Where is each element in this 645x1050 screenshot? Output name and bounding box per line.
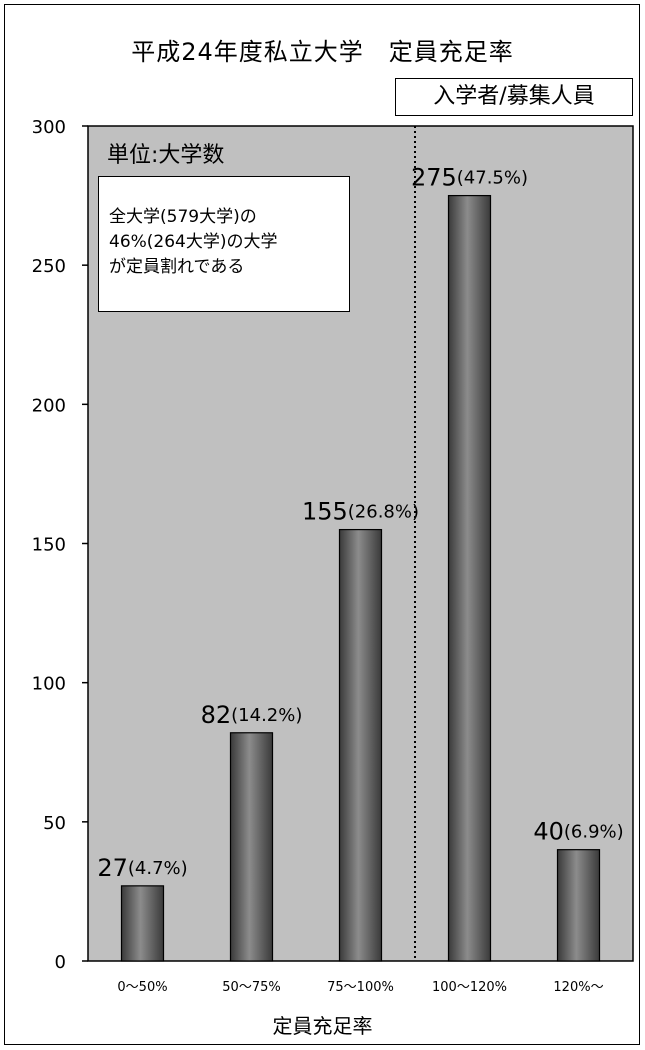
x-tick-label-3: 75～100% <box>327 980 394 995</box>
bar-5 <box>556 849 601 962</box>
note-line-1: 全大学(579大学)の <box>109 207 257 227</box>
x-tick-label-5: 120%～ <box>553 980 603 995</box>
y-tick-label: 200 <box>32 395 66 416</box>
chart-title: 平成24年度私立大学 定員充足率 <box>131 38 514 66</box>
bar-3 <box>338 528 383 962</box>
data-label-3: 155(26.8%) <box>302 498 419 526</box>
x-tick-label-2: 50～75% <box>222 980 280 995</box>
y-tick-label: 100 <box>32 674 66 695</box>
y-tick-label: 300 <box>32 117 66 138</box>
note-line-2: 46%(264大学)の大学 <box>109 232 278 252</box>
data-label-2: 82(14.2%) <box>201 701 303 729</box>
x-tick-label-4: 100～120% <box>432 980 507 995</box>
y-tick-label: 0 <box>55 952 66 973</box>
data-label-5: 40(6.9%) <box>533 818 623 846</box>
y-tick-label: 50 <box>43 813 66 834</box>
bar-2 <box>229 732 274 962</box>
bar-4 <box>447 194 492 962</box>
unit-label: 単位:大学数 <box>107 143 225 168</box>
data-label-1: 27(4.7%) <box>97 854 187 882</box>
ratio-definition-box: 入学者/募集人員 <box>395 78 633 116</box>
note-box: 全大学(579大学)の 46%(264大学)の大学 が定員割れである <box>98 176 350 312</box>
y-tick-label: 250 <box>32 256 66 277</box>
y-tick-label: 150 <box>32 535 66 556</box>
data-label-4: 275(47.5%) <box>411 164 528 192</box>
note-line-3: が定員割れである <box>109 257 245 277</box>
x-tick-label-1: 0～50% <box>117 980 167 995</box>
x-axis-title: 定員充足率 <box>272 1014 373 1038</box>
bar-1 <box>120 885 165 962</box>
